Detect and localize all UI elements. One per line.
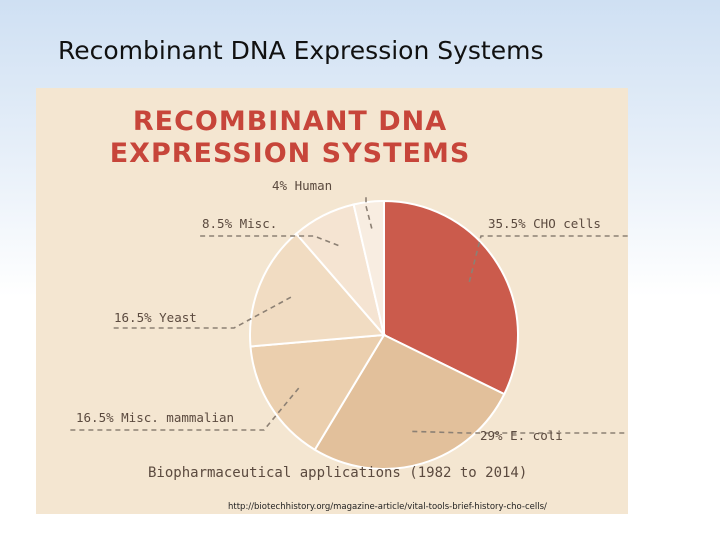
slice-label-4: 8.5% Misc. xyxy=(202,216,277,231)
slice-label-1: 29% E. coli xyxy=(480,428,563,443)
slice-label-5: 4% Human xyxy=(272,178,332,193)
pie-slice-3 xyxy=(249,232,387,348)
infographic-image: RECOMBINANT DNA EXPRESSION SYSTEMS 35.5%… xyxy=(36,88,628,514)
chart-caption: Biopharmaceutical applications (1982 to … xyxy=(148,465,527,481)
pie-slice-0 xyxy=(383,199,519,396)
pie-slice-5 xyxy=(352,199,385,336)
leader-line-3 xyxy=(110,296,292,329)
pie-slices xyxy=(249,199,519,470)
source-url: http://biotechhistory.org/magazine-artic… xyxy=(228,502,547,512)
leader-line-2 xyxy=(70,387,300,431)
pie-slice-1 xyxy=(313,333,506,470)
slice-label-3: 16.5% Yeast xyxy=(114,310,197,325)
slide-title: Recombinant DNA Expression Systems xyxy=(58,36,544,65)
leader-line-0 xyxy=(468,235,628,283)
leader-line-4 xyxy=(198,235,339,247)
pie-slice-2 xyxy=(249,333,386,452)
chart-title-line-1: RECOMBINANT DNA xyxy=(133,106,447,137)
leader-line-5 xyxy=(365,196,373,229)
slice-label-0: 35.5% CHO cells xyxy=(488,216,601,231)
chart-title-line-2: EXPRESSION SYSTEMS xyxy=(110,138,471,169)
slice-labels: 35.5% CHO cells 29% E. coli 16.5% Misc. ma… xyxy=(76,178,601,443)
pie-chart: RECOMBINANT DNA EXPRESSION SYSTEMS 35.5%… xyxy=(70,106,628,512)
slice-label-2: 16.5% Misc. mammalian xyxy=(76,410,234,425)
leader-lines xyxy=(70,196,628,434)
